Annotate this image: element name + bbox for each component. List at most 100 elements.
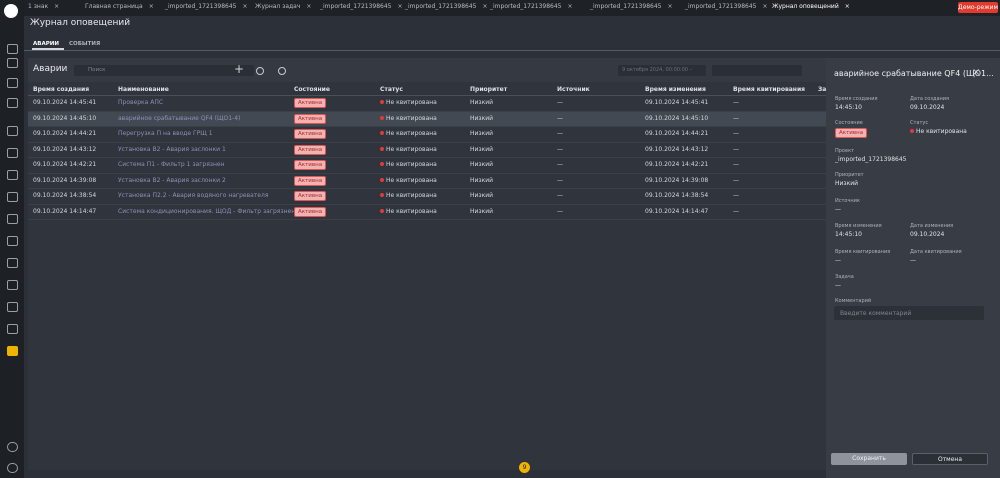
nav-icon-active[interactable] — [7, 346, 18, 356]
column-header: Источник — [557, 86, 590, 93]
field-value: — — [835, 257, 841, 264]
row[interactable] — [28, 158, 826, 174]
alarm-name[interactable]: Установка П2.2 - Авария водяного нагрева… — [118, 192, 269, 199]
comment-label: Комментарий — [835, 298, 872, 304]
field-text: — — [835, 282, 841, 289]
user-icon[interactable] — [7, 442, 18, 452]
alarm-name[interactable]: Установка В2 - Авария заслонки 2 — [118, 176, 226, 184]
tab[interactable]: _imported_1721398645 × — [685, 3, 768, 10]
tab-close[interactable]: × — [54, 3, 60, 10]
nav-icon[interactable] — [7, 236, 18, 246]
cell: 09.10.2024 14:45:41 — [33, 99, 97, 106]
status-dot — [380, 177, 384, 182]
row[interactable] — [28, 205, 826, 220]
tab[interactable]: _imported_1721398645 × — [320, 3, 403, 10]
row[interactable] — [28, 174, 826, 189]
panel-close[interactable]: × — [972, 67, 981, 78]
tab[interactable]: 1 знак × — [28, 3, 59, 10]
alarm-name[interactable]: Система кондиционирования. ЩОД - Фильтр … — [118, 207, 296, 215]
nav-icon[interactable] — [7, 126, 18, 136]
nav-icon[interactable] — [7, 258, 18, 268]
nav-icon[interactable] — [7, 214, 18, 224]
tab-close[interactable]: × — [667, 3, 673, 10]
tab[interactable]: _imported_1721398645 × — [165, 3, 248, 10]
cell: Низкий — [470, 99, 494, 106]
row[interactable] — [28, 143, 826, 158]
info-icon[interactable] — [7, 463, 18, 473]
tab-title: Журнал задач — [255, 3, 301, 10]
field-value: 09.10.2024 — [910, 231, 944, 238]
status-dot — [380, 162, 384, 166]
field-label: Дата создания — [910, 96, 950, 102]
tab[interactable]: _imported_1721398645 × — [590, 3, 673, 10]
row[interactable] — [28, 96, 826, 112]
tab[interactable]: Журнал оповещений × — [772, 3, 850, 10]
search-box[interactable]: Поиск — [74, 65, 254, 76]
cell: — — [733, 130, 739, 137]
comment-input[interactable]: Введите комментарий — [834, 306, 984, 320]
status-dot — [380, 100, 384, 104]
state-badge: Активна — [294, 129, 327, 139]
tab-close[interactable]: × — [397, 3, 403, 10]
settings-button[interactable] — [278, 67, 286, 75]
cell: — — [557, 145, 563, 153]
tab[interactable]: Журнал задач × — [255, 3, 311, 10]
status-text: Не квитирована — [386, 99, 437, 106]
column-header: Время квитирования — [733, 86, 806, 93]
cell: — — [733, 207, 739, 215]
nav-icon[interactable] — [7, 280, 18, 290]
cancel-button[interactable]: Отмена — [912, 453, 988, 465]
state-badge: Активна — [294, 98, 327, 108]
save-button[interactable]: Сохранить — [831, 453, 907, 465]
nav-icon[interactable] — [7, 192, 18, 202]
tab-close[interactable]: × — [306, 3, 312, 10]
page-title: Журнал оповещений — [30, 18, 131, 28]
date-filter-text: 9 октября 2024, 00:00:00 – — [622, 67, 693, 73]
nav-icon[interactable] — [7, 98, 18, 108]
filter-button[interactable] — [256, 67, 264, 75]
cell: — — [557, 161, 563, 168]
nav-icon[interactable] — [7, 44, 18, 54]
alarm-name[interactable]: Система П1 - Фильтр 1 загрязнен — [118, 161, 225, 168]
tab[interactable]: _imported_1721398645 × — [405, 3, 488, 10]
field-value: Не квитирована — [910, 128, 967, 135]
cell: — — [557, 130, 563, 137]
tab[interactable]: _imported_1721398645 × — [490, 3, 573, 10]
tab[interactable]: Главная страница × — [85, 3, 154, 10]
alarm-name[interactable]: аварийное срабатывание QF4 (ЩО1-4) — [118, 114, 241, 122]
field-label: Состояние — [835, 120, 863, 126]
alarm-name[interactable]: Перегрузка П на вводе ГРЩ 1 — [118, 130, 213, 137]
nav-icon[interactable] — [7, 58, 18, 68]
tab-close[interactable]: × — [242, 3, 248, 10]
field-filter[interactable] — [712, 65, 802, 76]
alarm-name[interactable]: Установка В2 - Авария заслонки 1 — [118, 145, 226, 153]
status-text: Не квитирована — [386, 161, 437, 168]
tab-title: _imported_1721398645 — [490, 3, 562, 10]
field-label: Источник — [835, 198, 860, 204]
tab-close[interactable]: × — [844, 3, 850, 10]
tab-close[interactable]: × — [482, 3, 488, 10]
nav-icon[interactable] — [7, 324, 18, 334]
subtab[interactable]: АВАРИИ — [33, 41, 59, 47]
alarm-name[interactable]: Проверка АПС — [118, 99, 164, 106]
nav-icon[interactable] — [7, 302, 18, 312]
row[interactable] — [28, 127, 826, 143]
tab-close[interactable]: × — [762, 3, 768, 10]
add-button[interactable]: + — [234, 62, 245, 76]
tab-bar: Демо-режим 1 знак × Главная страница × _impo… — [24, 0, 1000, 16]
row[interactable] — [28, 111, 826, 127]
nav-icon[interactable] — [7, 170, 18, 180]
date-filter[interactable]: 9 октября 2024, 00:00:00 – — [618, 65, 706, 76]
logo[interactable] — [4, 4, 18, 18]
tab-close[interactable]: × — [567, 3, 573, 10]
demo-badge: Демо-режим — [958, 2, 999, 13]
subtab[interactable]: СОБЫТИЯ — [69, 41, 101, 47]
row[interactable] — [28, 189, 826, 205]
nav-icon[interactable] — [7, 78, 18, 88]
cell: Низкий — [470, 176, 494, 184]
tab-close[interactable]: × — [148, 3, 154, 10]
state-badge: Активна — [294, 206, 327, 217]
field-label: Дата изменения — [910, 223, 954, 229]
nav-icon[interactable] — [7, 148, 18, 158]
notification-badge[interactable]: 9 — [519, 462, 530, 473]
